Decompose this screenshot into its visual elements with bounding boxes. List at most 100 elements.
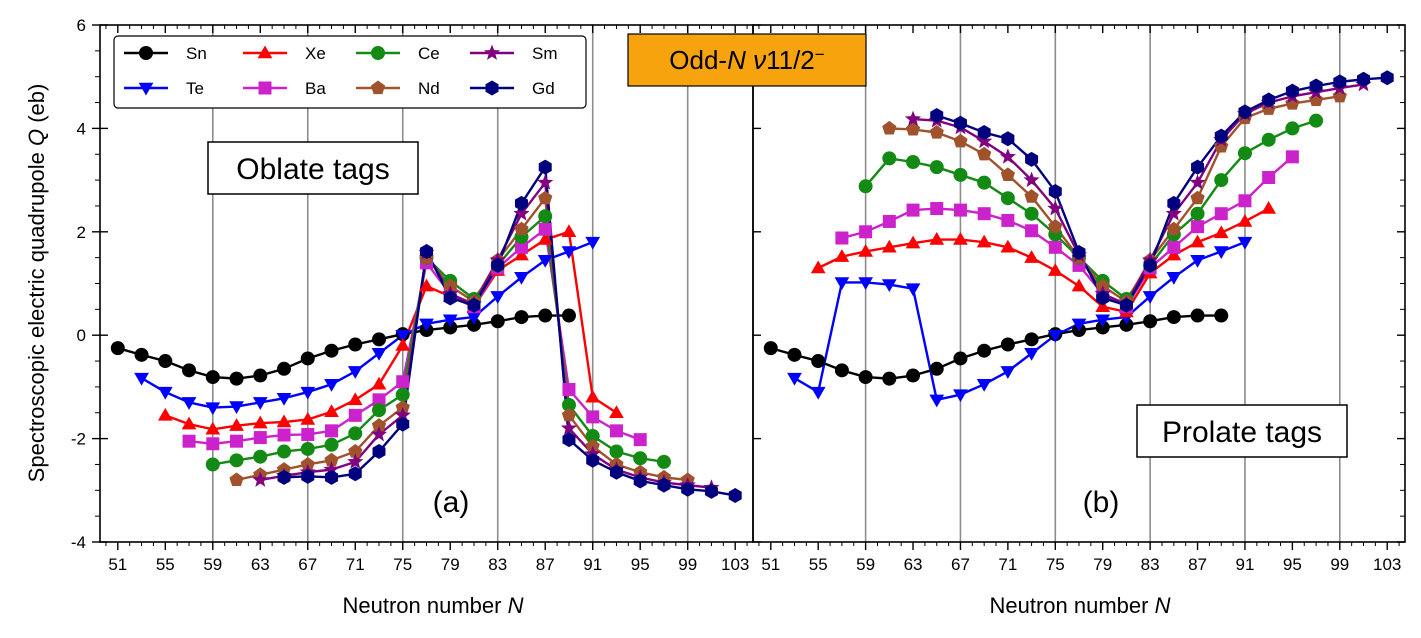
legend-marker-te [138,82,154,96]
data-point-b-gd [1191,159,1205,175]
data-point-b-ba [906,203,920,217]
data-point-b-ce [882,151,897,166]
x-tick-label-a: 99 [678,555,697,574]
y-axis-title-unit: (eb) [24,84,49,129]
data-point-b-xe [1095,299,1111,313]
data-point-b-sn [834,363,849,378]
data-point-b-nd [882,120,897,135]
x-tick-label-b: 63 [904,555,923,574]
legend-marker-ba [258,81,272,95]
legend-label-sn: Sn [186,44,207,63]
data-point-b-nd [1166,221,1181,236]
legend-marker-gd [485,80,499,96]
data-point-a-sm [252,471,269,487]
data-point-b-sm [1165,205,1182,221]
x-tick-label-a: 63 [251,555,270,574]
data-point-a-ba [633,433,647,447]
legend-entries: Sn Xe Ce Sm Te Ba Nd Gd [124,44,558,98]
data-point-a-te [229,401,244,415]
data-point-b-gd [977,125,991,141]
data-point-b-gd [930,107,944,123]
state-label-spin: 11/2 [766,45,815,75]
data-point-a-xe [347,392,363,406]
data-point-a-sn [372,332,387,347]
y-tick-label: 6 [77,16,86,35]
data-point-a-te [514,272,529,285]
data-point-a-ce [395,387,410,402]
data-point-a-xe [181,416,197,430]
data-point-b-gd [1214,128,1228,144]
data-point-a-sm [323,461,340,477]
data-point-b-ba [953,203,967,217]
data-point-a-xe [419,278,434,292]
data-point-b-te [929,394,945,408]
data-point-b-sn [787,347,802,362]
data-point-a-ba [230,434,244,448]
data-point-a-ce [277,444,292,459]
data-point-a-ba [538,222,552,236]
data-point-a-ce [538,209,553,224]
data-point-a-gd [443,290,457,306]
x-tick-label-a: 87 [536,555,555,574]
data-point-b-ce [1237,146,1252,161]
state-label-n: N [727,45,746,75]
data-point-b-gd [1096,290,1110,306]
data-point-b-gd [953,115,967,131]
oblate-tag-box [207,141,419,195]
prolate-tag-box [1136,404,1348,458]
data-point-a-gd [728,487,742,503]
data-point-a-ba [396,375,410,389]
data-point-a-te [181,397,197,410]
prolate-tag-text: Prolate tags [1162,416,1322,449]
data-point-b-gd [1143,257,1157,273]
x-tick-label-b: 51 [761,555,780,574]
x-axis-title-b-prefix: Neutron number [990,593,1155,618]
data-point-b-gd [1001,131,1015,147]
data-point-a-xe [157,407,173,421]
data-point-a-sn [466,317,481,332]
data-point-a-sn [300,351,315,366]
data-point-b-ba [835,231,849,245]
data-point-b-gd [1119,297,1133,313]
x-tick-label-a: 71 [346,555,365,574]
data-point-b-te [810,386,826,400]
data-point-a-sn [205,370,220,385]
data-point-b-ce [929,160,944,175]
data-point-a-te [419,318,434,332]
data-point-b-sn [977,343,992,358]
data-point-a-ba [206,437,220,451]
data-point-a-te [157,386,173,400]
data-point-a-ba [586,410,600,424]
data-point-b-nd [1000,167,1016,181]
legend-label-te: Te [186,79,204,98]
data-point-b-gd [1380,70,1394,86]
data-point-a-xe [514,247,529,261]
data-point-a-ba [253,431,267,445]
data-point-b-te [1047,329,1063,343]
x-tick-label-a: 59 [203,555,222,574]
data-point-b-ba [930,202,944,216]
data-point-b-ce [1190,206,1205,221]
data-point-a-ba [325,424,339,438]
data-point-b-nd [977,146,992,161]
data-point-b-ba [1001,213,1015,227]
x-axis-title-b-variable: N [1155,593,1171,618]
data-point-b-sn [906,368,921,383]
data-point-b-nd [1048,219,1063,233]
data-point-a-gd [348,466,362,482]
data-point-a-nd [514,221,529,236]
data-point-b-ba [977,207,991,221]
data-point-b-xe [1166,247,1182,261]
data-point-b-sm [999,148,1016,164]
legend-label-ba: Ba [305,79,326,98]
state-label-parity: − [815,45,825,64]
data-point-a-sm [513,205,530,221]
data-point-b-te [834,277,850,290]
data-point-a-ce [656,454,671,469]
data-point-b-xe [1190,234,1205,248]
data-point-b-gd [1238,104,1252,120]
data-point-a-xe [371,376,387,390]
data-point-a-sn [538,308,553,323]
data-point-b-ba [1262,171,1276,185]
data-point-b-te [1166,272,1182,285]
